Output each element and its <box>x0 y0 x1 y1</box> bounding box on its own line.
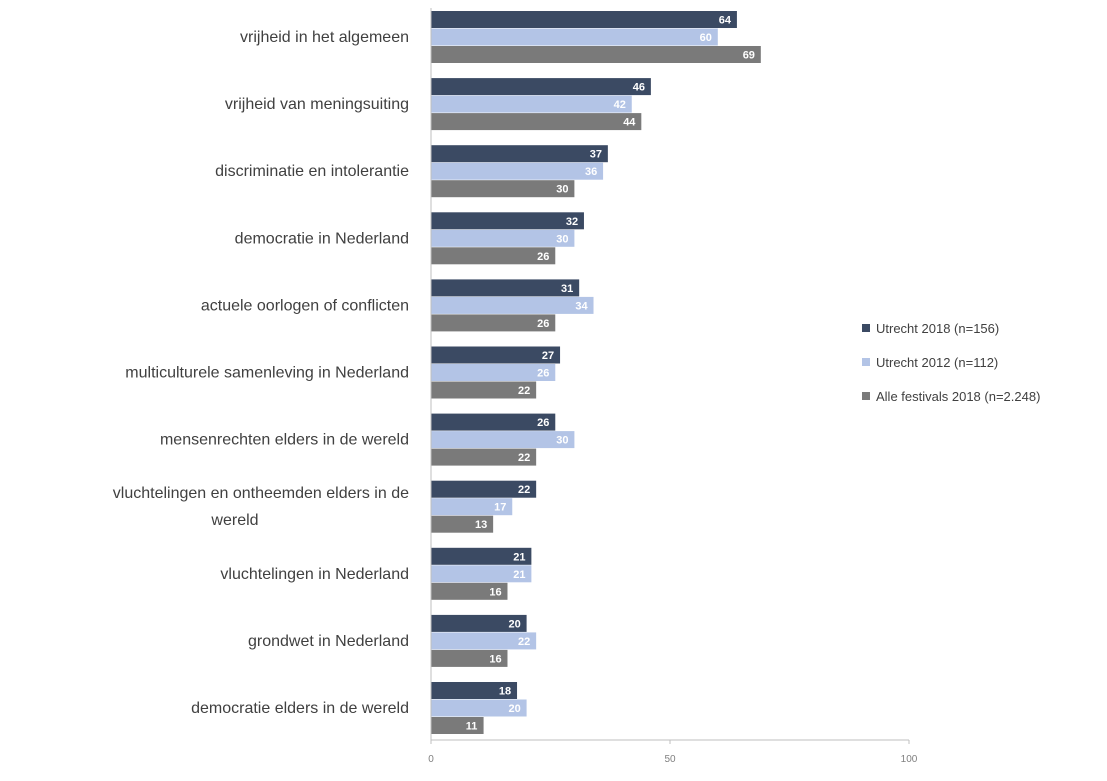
bar <box>431 346 561 364</box>
category-label: vluchtelingen in Nederland <box>220 566 409 583</box>
data-label: 16 <box>489 586 501 598</box>
bar <box>431 515 494 533</box>
bar <box>431 296 594 314</box>
bar <box>431 314 556 332</box>
legend-label: Utrecht 2012 (n=112) <box>876 355 998 370</box>
category-label: democratie elders in de wereld <box>191 700 409 717</box>
bar <box>431 614 527 632</box>
bar <box>431 113 642 131</box>
data-label: 44 <box>623 117 636 129</box>
legend-label: Utrecht 2018 (n=156) <box>876 321 999 336</box>
data-label: 46 <box>633 82 645 94</box>
data-label: 27 <box>542 350 554 362</box>
x-axis: 0 50 100 <box>428 8 918 765</box>
bars <box>431 11 761 734</box>
category-labels: vrijheid in het algemeen vrijheid van men… <box>113 29 409 717</box>
category-label: wereld <box>210 512 258 529</box>
data-label: 21 <box>513 569 525 581</box>
data-label: 36 <box>585 166 597 178</box>
data-label: 32 <box>566 216 578 228</box>
data-label: 42 <box>614 99 626 111</box>
data-label: 69 <box>743 50 755 62</box>
data-label: 17 <box>494 502 506 514</box>
data-label: 26 <box>537 251 549 263</box>
legend-label: Alle festivals 2018 (n=2.248) <box>876 389 1040 404</box>
bar <box>431 649 508 667</box>
data-label: 26 <box>537 318 549 330</box>
data-label: 11 <box>466 721 478 733</box>
x-tick-label: 50 <box>664 754 676 765</box>
data-label: 26 <box>537 417 549 429</box>
bar <box>431 11 737 28</box>
data-label: 34 <box>575 300 588 312</box>
data-label: 31 <box>561 283 573 295</box>
bar <box>431 247 556 265</box>
x-tick-label: 0 <box>428 754 434 765</box>
bar <box>431 431 575 449</box>
data-label: 37 <box>590 149 602 161</box>
bar <box>431 413 556 431</box>
data-label: 22 <box>518 385 530 397</box>
data-label: 30 <box>556 184 568 196</box>
data-label: 21 <box>513 551 525 563</box>
bar <box>431 364 556 381</box>
legend: Utrecht 2018 (n=156) Utrecht 2012 (n=112)… <box>862 321 1040 404</box>
legend-swatch <box>862 358 870 366</box>
category-label: grondwet in Nederland <box>248 633 409 650</box>
data-label: 20 <box>508 618 520 630</box>
bar <box>431 180 575 198</box>
bar <box>431 498 513 516</box>
bar <box>431 212 584 230</box>
data-label: 22 <box>518 636 530 648</box>
x-tick-label: 100 <box>901 754 918 765</box>
bar <box>431 582 508 600</box>
bar <box>431 381 537 399</box>
bar <box>431 632 537 650</box>
category-label: vluchtelingen en ontheemden elders in de <box>113 485 409 502</box>
bar <box>431 162 604 180</box>
bar <box>431 682 518 699</box>
category-label: discriminatie en intolerantie <box>215 163 409 180</box>
legend-swatch <box>862 392 870 400</box>
data-label: 22 <box>518 452 530 464</box>
category-label: vrijheid in het algemeen <box>240 29 409 46</box>
data-label: 30 <box>556 233 568 245</box>
bar <box>431 95 632 113</box>
category-label: vrijheid van meningsuiting <box>225 96 409 113</box>
data-label: 13 <box>475 519 487 531</box>
bar <box>431 46 761 63</box>
data-label: 60 <box>700 32 712 44</box>
bar <box>431 229 575 247</box>
data-label: 16 <box>489 653 501 665</box>
bar <box>431 448 537 466</box>
category-label: multiculturele samenleving in Nederland <box>125 365 409 382</box>
bar <box>431 717 484 734</box>
bar <box>431 547 532 565</box>
bar <box>431 699 527 717</box>
category-label: democratie in Nederland <box>235 230 409 247</box>
data-label: 22 <box>518 484 530 496</box>
bar <box>431 78 651 96</box>
bar <box>431 480 537 498</box>
data-label: 30 <box>556 435 568 447</box>
bar <box>431 565 532 583</box>
legend-swatch <box>862 324 870 332</box>
data-label: 64 <box>719 15 732 27</box>
data-label: 20 <box>508 703 520 715</box>
category-label: mensenrechten elders in de wereld <box>160 432 409 449</box>
bar <box>431 279 580 297</box>
bar <box>431 28 718 46</box>
data-label: 18 <box>499 686 511 698</box>
category-label: actuele oorlogen of conflicten <box>201 297 409 314</box>
data-label: 26 <box>537 368 549 380</box>
bar <box>431 145 608 163</box>
